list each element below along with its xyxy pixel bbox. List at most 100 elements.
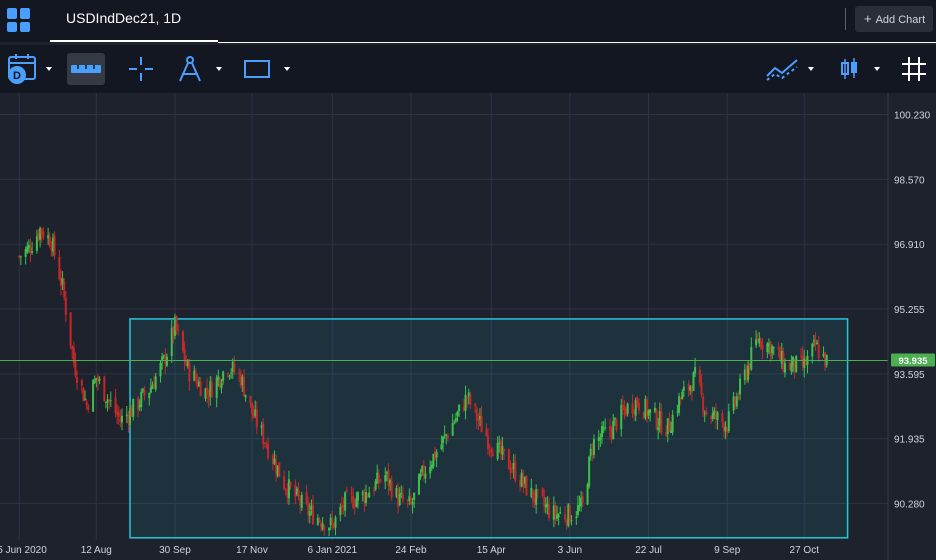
candle — [548, 496, 551, 521]
candle-body — [27, 244, 30, 249]
candle — [564, 505, 567, 522]
candle — [116, 404, 119, 424]
candle-body — [681, 391, 684, 400]
add-chart-button[interactable]: + Add Chart — [855, 6, 933, 32]
candle-body — [676, 411, 679, 413]
candle-body — [689, 386, 692, 391]
y-tick-label: 91.935 — [894, 435, 925, 446]
candle-body — [389, 480, 392, 484]
candle-body — [523, 476, 526, 484]
hash-grid-icon — [902, 57, 926, 81]
candle — [660, 403, 663, 436]
candle — [509, 460, 512, 480]
candle — [514, 454, 517, 483]
candle-body — [525, 476, 528, 496]
candle-body — [106, 399, 109, 403]
candle — [406, 499, 409, 508]
candle — [413, 492, 416, 508]
plus-icon: + — [864, 11, 872, 26]
candle-body — [164, 354, 167, 365]
candle — [658, 402, 661, 433]
candle-body — [159, 362, 162, 377]
candle — [435, 449, 438, 468]
chevron-down-icon[interactable] — [284, 67, 290, 71]
candle-body — [363, 492, 366, 503]
candle — [226, 372, 229, 379]
candle-body — [413, 492, 416, 500]
candle-body — [162, 355, 165, 358]
candle-body — [196, 380, 199, 387]
date-range-tool[interactable]: D — [4, 45, 58, 93]
candle — [600, 421, 603, 445]
candle — [769, 340, 772, 362]
candle-body — [804, 360, 807, 366]
candle-body — [353, 506, 356, 508]
candle — [109, 391, 112, 408]
candle-body — [300, 494, 303, 508]
candle — [251, 402, 254, 422]
candle — [666, 418, 669, 443]
candle-body — [591, 450, 594, 452]
candle — [458, 404, 461, 417]
chevron-down-icon[interactable] — [216, 67, 222, 71]
candle — [790, 355, 793, 375]
x-tick-label: 24 Feb — [395, 545, 427, 556]
candle — [421, 465, 424, 476]
candle-body — [714, 411, 717, 420]
candles-layer — [18, 226, 828, 537]
candle — [671, 410, 674, 436]
layout-grid-icon[interactable] — [6, 7, 32, 33]
grid-toggle-tool[interactable] — [900, 45, 930, 93]
candle — [620, 398, 623, 437]
candle — [162, 354, 165, 360]
candle-body — [496, 442, 499, 459]
chevron-down-icon[interactable] — [874, 67, 880, 71]
candle — [24, 246, 27, 265]
candle-body — [421, 466, 424, 473]
candle — [687, 380, 690, 397]
candle — [503, 448, 506, 461]
crosshair-tool[interactable] — [126, 45, 156, 93]
candle-body — [19, 256, 22, 258]
chevron-down-icon[interactable] — [808, 67, 814, 71]
drawing-tool[interactable] — [174, 45, 226, 93]
candle-body — [535, 489, 538, 505]
candle-body — [215, 377, 218, 398]
candle-body — [331, 519, 334, 524]
candle — [670, 421, 673, 433]
indicators-tool[interactable] — [764, 45, 816, 93]
candle-body — [790, 362, 793, 372]
chart-tab[interactable]: USDIndDec21, 1D — [50, 0, 218, 42]
candle — [546, 496, 549, 515]
candle-body — [800, 355, 803, 357]
candle — [344, 491, 347, 517]
candle-body — [703, 412, 706, 414]
candle-body — [71, 346, 74, 350]
candle — [653, 402, 656, 414]
chart-type-tool[interactable] — [838, 45, 886, 93]
candle-body — [817, 344, 820, 358]
candle — [238, 368, 241, 383]
candle — [496, 436, 499, 461]
candle-body — [87, 405, 90, 410]
chevron-down-icon[interactable] — [46, 67, 52, 71]
candle-body — [316, 517, 319, 525]
x-tick-label: 30 Sep — [159, 545, 191, 556]
candle-body — [401, 494, 404, 501]
candle — [487, 428, 490, 455]
candle-body — [98, 378, 101, 381]
candle — [530, 478, 533, 499]
candle-body — [620, 404, 623, 430]
candle — [543, 488, 546, 513]
measure-tool[interactable] — [67, 53, 105, 85]
shape-tool[interactable] — [243, 45, 295, 93]
candle-body — [231, 361, 234, 372]
candle-body — [148, 392, 151, 399]
candle — [525, 475, 528, 497]
price-chart[interactable]: 93.935 100.230 98.570 96.910 95.255 93.595 91… — [0, 93, 936, 560]
candle-body — [636, 397, 639, 405]
candle — [602, 421, 605, 433]
candle-body — [795, 355, 798, 373]
candle-body — [548, 504, 551, 519]
candle — [18, 254, 21, 259]
